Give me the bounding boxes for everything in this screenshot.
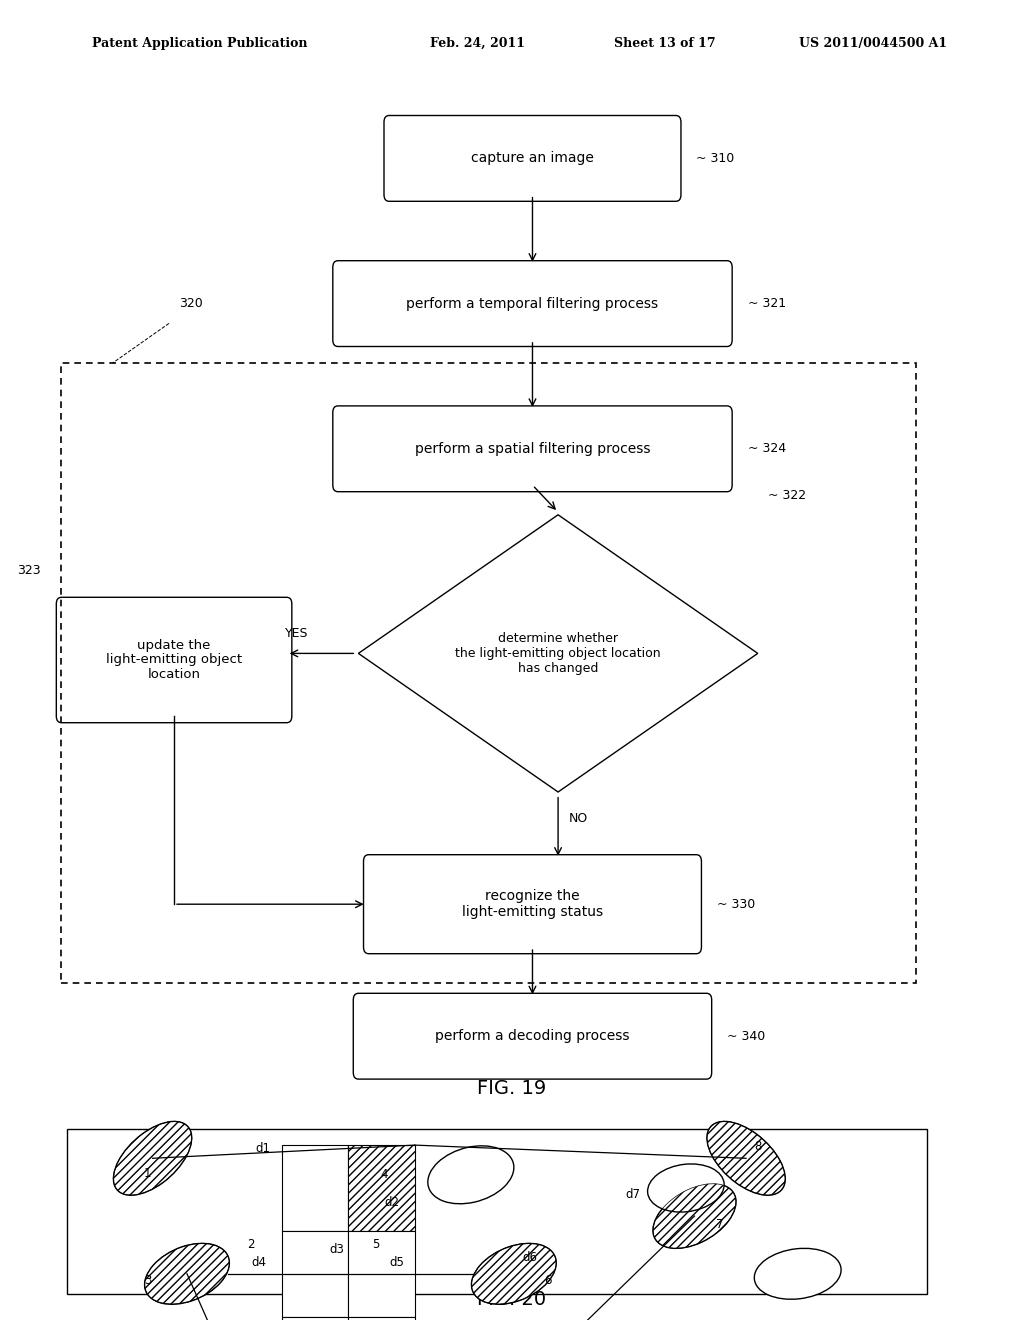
Text: 320: 320 <box>179 297 203 310</box>
Text: 1: 1 <box>144 1167 152 1180</box>
Text: Patent Application Publication: Patent Application Publication <box>92 37 307 50</box>
Text: US 2011/0044500 A1: US 2011/0044500 A1 <box>799 37 947 50</box>
Text: ~ 330: ~ 330 <box>717 898 755 911</box>
Text: update the
light-emitting object
location: update the light-emitting object locatio… <box>106 639 242 681</box>
Text: 7: 7 <box>716 1218 724 1230</box>
Text: ~ 324: ~ 324 <box>748 442 785 455</box>
FancyBboxPatch shape <box>353 993 712 1080</box>
Bar <box>282 1230 348 1317</box>
FancyBboxPatch shape <box>333 261 732 346</box>
Text: d4: d4 <box>252 1255 266 1269</box>
Text: 2: 2 <box>247 1238 255 1250</box>
Text: perform a decoding process: perform a decoding process <box>435 1030 630 1043</box>
Text: ~ 340: ~ 340 <box>727 1030 765 1043</box>
Text: d6: d6 <box>522 1251 538 1263</box>
Text: perform a temporal filtering process: perform a temporal filtering process <box>407 297 658 310</box>
Text: 5: 5 <box>372 1238 379 1250</box>
Text: capture an image: capture an image <box>471 152 594 165</box>
Ellipse shape <box>707 1122 785 1195</box>
FancyBboxPatch shape <box>384 115 681 201</box>
Text: 6: 6 <box>544 1274 552 1287</box>
Polygon shape <box>358 515 758 792</box>
Text: NO: NO <box>568 812 588 825</box>
Ellipse shape <box>653 1184 736 1249</box>
Text: 8: 8 <box>755 1140 762 1154</box>
Text: determine whether
the light-emitting object location
has changed: determine whether the light-emitting obj… <box>456 632 660 675</box>
Text: d7: d7 <box>626 1188 641 1201</box>
FancyBboxPatch shape <box>56 597 292 722</box>
Text: ~ 310: ~ 310 <box>696 152 734 165</box>
Text: 323: 323 <box>17 565 41 578</box>
Ellipse shape <box>114 1122 191 1195</box>
Text: d3: d3 <box>329 1242 344 1255</box>
Bar <box>348 1144 415 1230</box>
FancyBboxPatch shape <box>333 405 732 491</box>
Ellipse shape <box>428 1146 514 1204</box>
Bar <box>348 1144 415 1230</box>
Text: 3: 3 <box>144 1274 152 1287</box>
Text: Feb. 24, 2011: Feb. 24, 2011 <box>430 37 525 50</box>
Text: recognize the
light-emitting status: recognize the light-emitting status <box>462 890 603 919</box>
Text: d2: d2 <box>385 1196 399 1209</box>
Bar <box>282 1317 348 1320</box>
Ellipse shape <box>144 1243 229 1304</box>
Text: d1: d1 <box>256 1142 270 1155</box>
Bar <box>282 1144 348 1230</box>
FancyBboxPatch shape <box>364 855 701 953</box>
Text: d5: d5 <box>389 1255 404 1269</box>
Text: 4: 4 <box>381 1168 388 1181</box>
Text: FIG. 20: FIG. 20 <box>477 1291 547 1309</box>
Text: ~ 322: ~ 322 <box>768 488 806 502</box>
Ellipse shape <box>471 1243 556 1304</box>
Bar <box>348 1317 415 1320</box>
Text: Sheet 13 of 17: Sheet 13 of 17 <box>614 37 716 50</box>
Text: FIG. 19: FIG. 19 <box>477 1080 547 1098</box>
Text: perform a spatial filtering process: perform a spatial filtering process <box>415 442 650 455</box>
Bar <box>67 1129 927 1294</box>
Text: YES: YES <box>286 627 308 640</box>
Ellipse shape <box>647 1164 724 1212</box>
Ellipse shape <box>755 1249 841 1299</box>
Text: ~ 321: ~ 321 <box>748 297 785 310</box>
Bar <box>348 1230 415 1317</box>
